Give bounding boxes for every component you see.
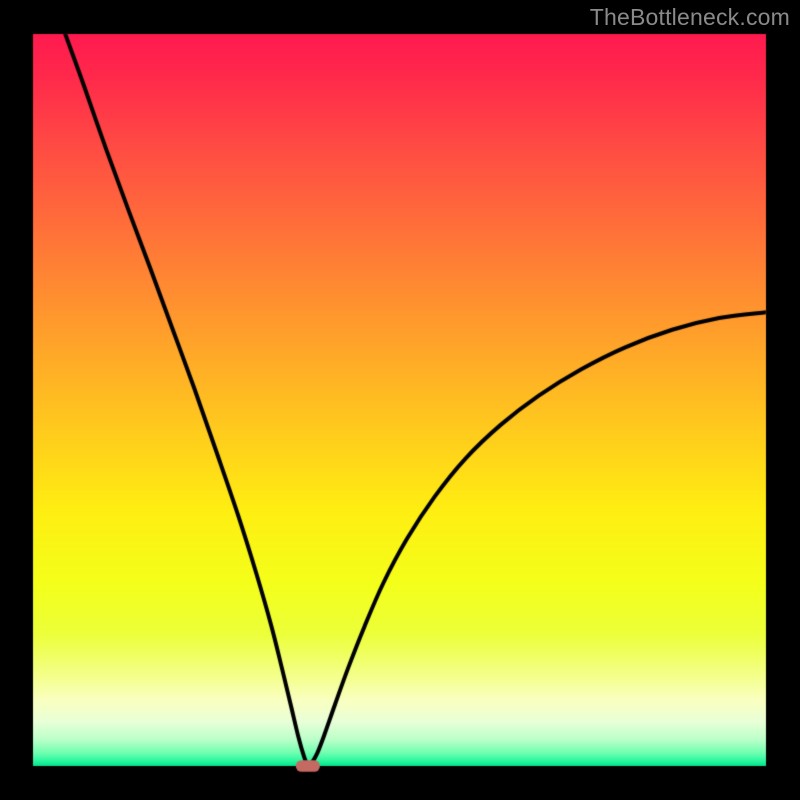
- watermark-text: TheBottleneck.com: [590, 4, 790, 31]
- chart-stage: TheBottleneck.com: [0, 0, 800, 800]
- bottleneck-curve-canvas: [0, 0, 800, 800]
